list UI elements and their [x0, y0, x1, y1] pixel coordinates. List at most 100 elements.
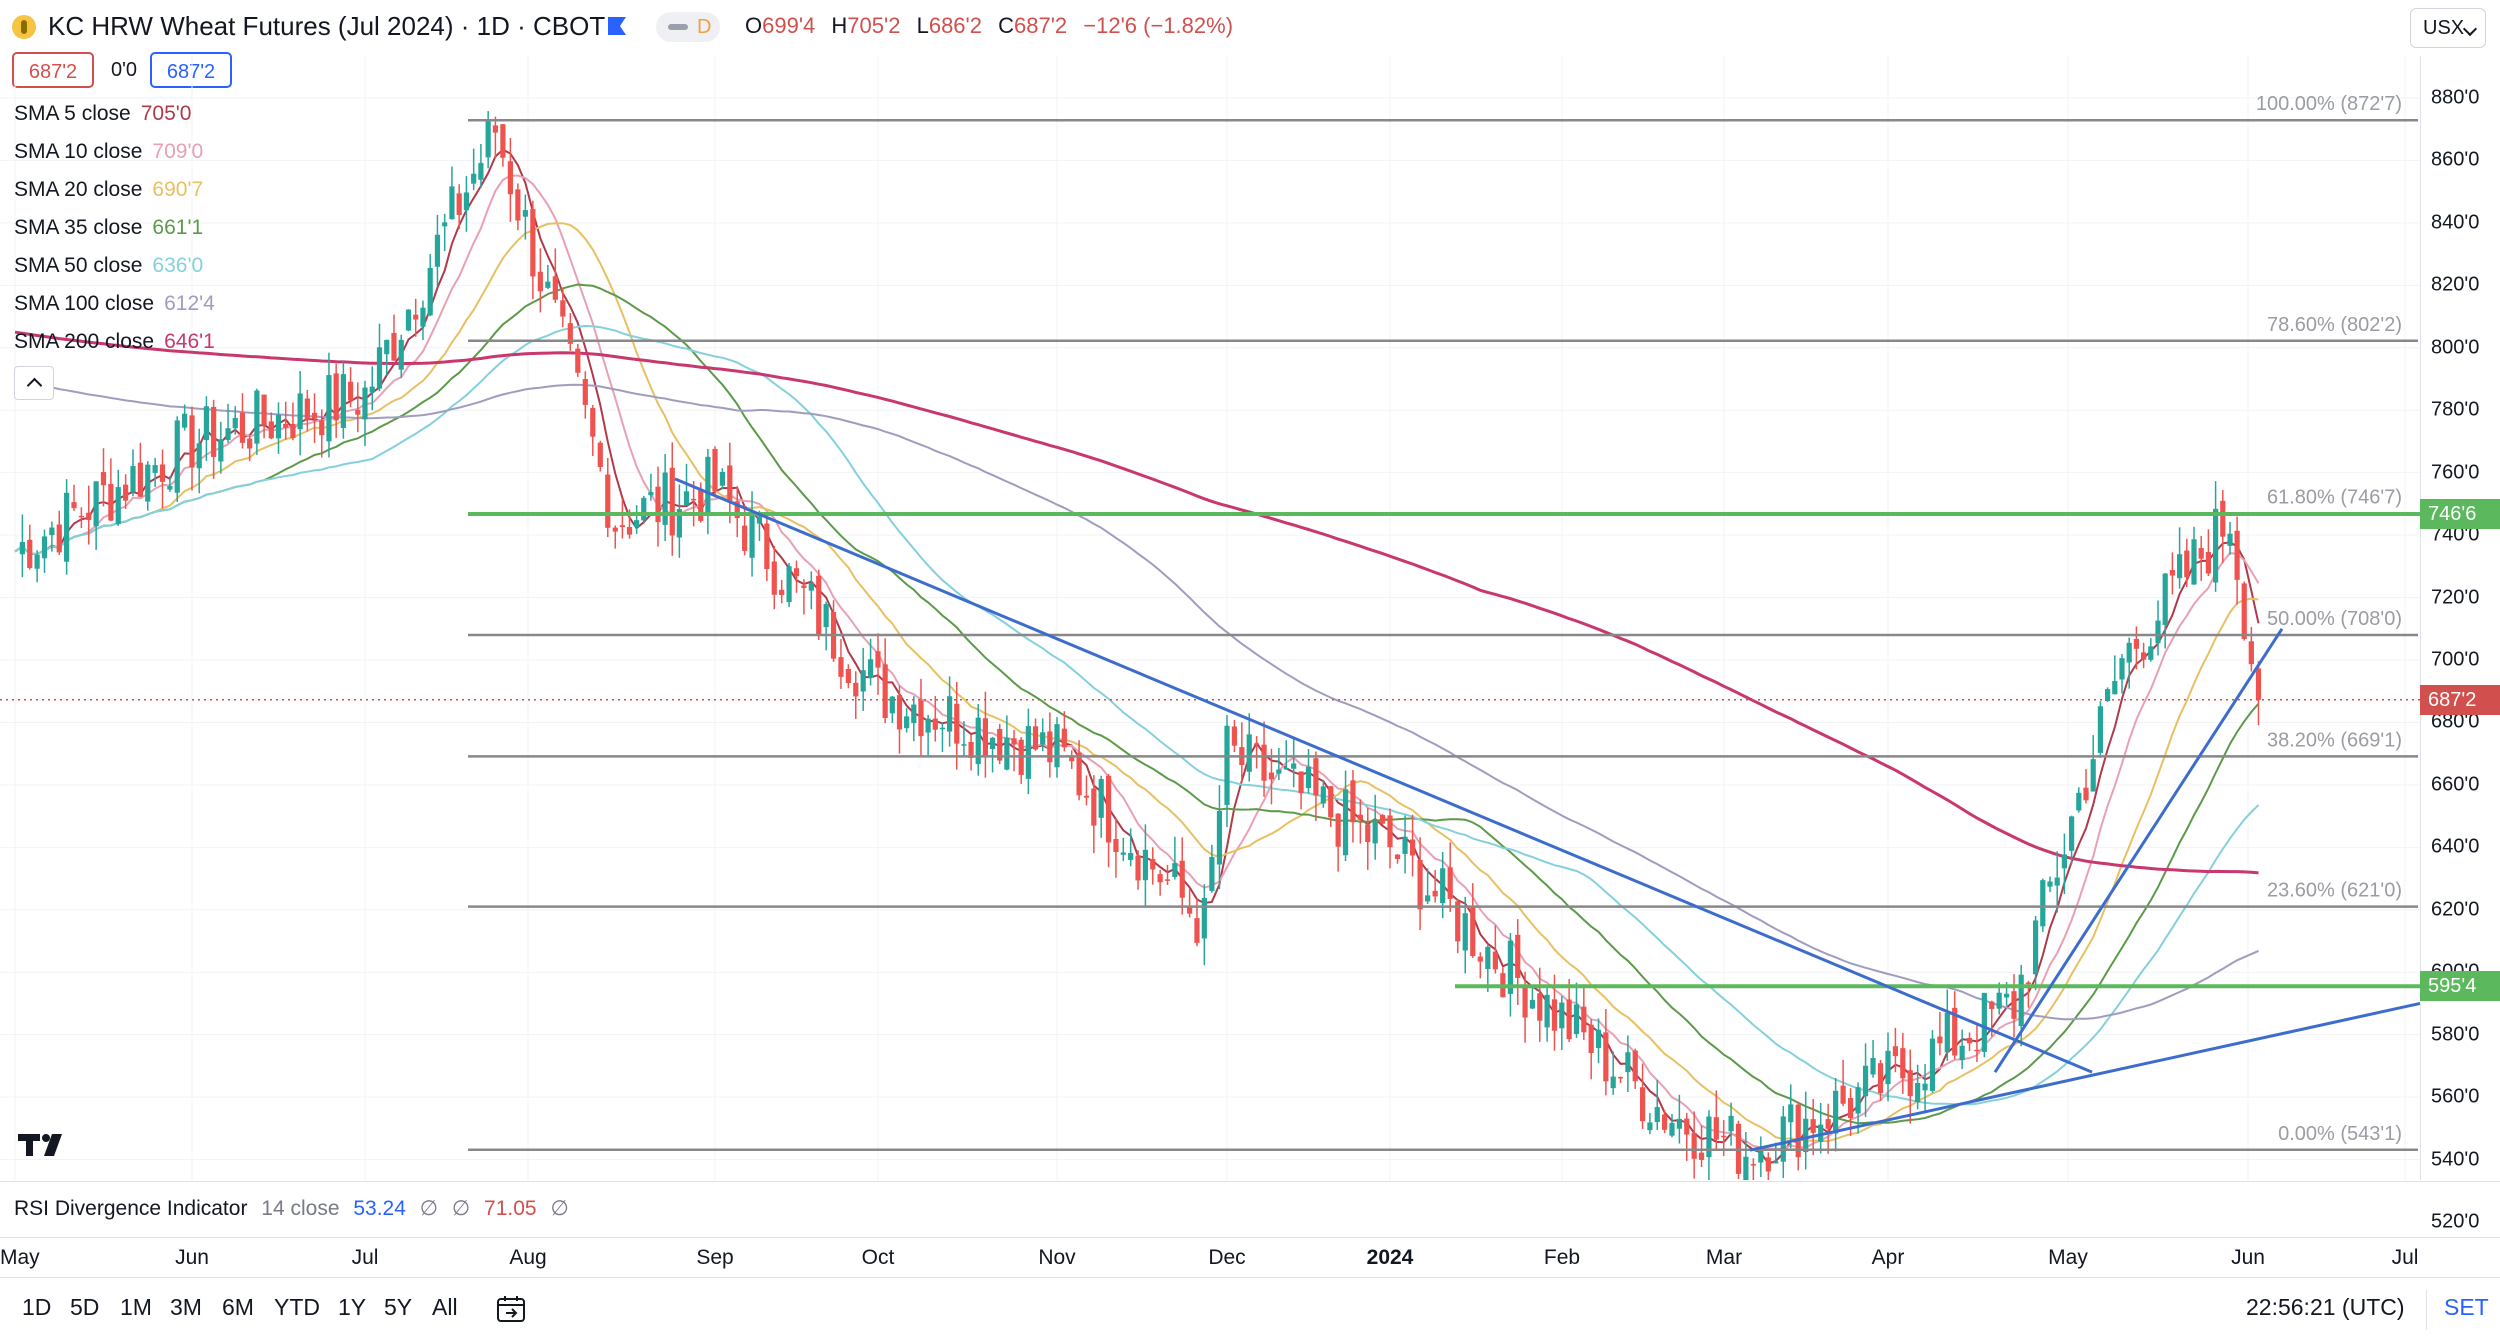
- candle-body: [145, 464, 151, 502]
- candle-body: [1216, 810, 1223, 865]
- candle-body: [93, 481, 99, 527]
- range-button-5d[interactable]: 5D: [70, 1294, 100, 1320]
- flag-icon[interactable]: [606, 16, 628, 36]
- candle-body: [808, 582, 814, 591]
- candle-body: [1276, 769, 1282, 774]
- rsi-legend: RSI Divergence Indicator 14 close 53.24 …: [14, 1196, 569, 1221]
- price-chart[interactable]: 100.00% (872'7) 78.60% (802'2) 61.80% (746…: [0, 56, 2420, 1180]
- candle-body: [705, 456, 711, 516]
- candle-body: [648, 492, 654, 496]
- sma-legend-row[interactable]: SMA 100 close 612'4: [14, 292, 215, 330]
- fib-level-label: 61.80% (746'7): [2267, 487, 2402, 509]
- price-tick: 780'0: [2431, 398, 2480, 421]
- sma-5-line: [14, 148, 2260, 1165]
- candle-body: [290, 423, 296, 438]
- utc-clock[interactable]: 22:56:21 (UTC): [2246, 1294, 2405, 1320]
- rsi-pane[interactable]: RSI Divergence Indicator 14 close 53.24 …: [0, 1181, 2500, 1238]
- sma-100-line: [14, 378, 2259, 1021]
- sma-10-line: [14, 174, 2260, 1150]
- horizontal-levels[interactable]: [0, 512, 2420, 989]
- range-button-5y[interactable]: 5Y: [384, 1294, 413, 1320]
- candle-body: [1892, 1046, 1899, 1057]
- candle-body: [485, 120, 491, 158]
- candle-body: [1409, 839, 1416, 856]
- collapse-legend-button[interactable]: [14, 366, 54, 400]
- price-tick: 720'0: [2431, 586, 2480, 609]
- range-button-1d[interactable]: 1D: [22, 1294, 52, 1320]
- high-label: H: [831, 13, 848, 38]
- candle-body: [64, 492, 70, 562]
- sma-legend-row[interactable]: SMA 10 close 709'0: [14, 140, 215, 178]
- candle-body: [1004, 737, 1010, 770]
- time-tick: Jul: [2391, 1246, 2419, 1269]
- candle-body: [2069, 816, 2075, 851]
- candle-body: [232, 417, 238, 429]
- sma-legend-row[interactable]: SMA 50 close 636'0: [14, 254, 215, 292]
- range-button-6m[interactable]: 6M: [222, 1294, 254, 1320]
- sma-lines: [14, 148, 2260, 1165]
- candle-body: [1713, 1117, 1719, 1140]
- range-button-1y[interactable]: 1Y: [338, 1294, 367, 1320]
- candle-body: [989, 737, 996, 750]
- candle-body: [567, 323, 573, 344]
- fibonacci-retracement[interactable]: 100.00% (872'7) 78.60% (802'2) 61.80% (746…: [468, 93, 2418, 1152]
- sma-value: 661'1: [152, 216, 204, 239]
- sma-legend-row[interactable]: SMA 35 close 661'1: [14, 216, 215, 254]
- candle-body: [2018, 974, 2024, 1027]
- candle-body: [492, 125, 498, 133]
- candle-body: [1900, 1048, 1906, 1079]
- sma-legend-row[interactable]: SMA 20 close 690'7: [14, 178, 215, 216]
- candle-body: [2255, 668, 2262, 700]
- candle-body: [1743, 1156, 1749, 1180]
- go-to-date-icon[interactable]: [496, 1294, 528, 1324]
- open-value: 699'4: [762, 13, 816, 38]
- market-status-pill[interactable]: D: [656, 12, 720, 42]
- price-tick: 860'0: [2431, 148, 2480, 171]
- uptrend-steep-line: [1993, 627, 2284, 1073]
- sma-legend-row[interactable]: SMA 5 close 705'0: [14, 102, 215, 140]
- candle-body: [1328, 786, 1334, 818]
- candle-body: [2198, 548, 2204, 559]
- symbol-title[interactable]: KC HRW Wheat Futures (Jul 2024) · 1D · C…: [48, 11, 606, 41]
- candle-body: [1135, 855, 1141, 881]
- candle-body: [597, 442, 603, 467]
- candle-body: [2169, 570, 2175, 576]
- candle-body: [1529, 999, 1536, 1009]
- time-tick: Jun: [175, 1246, 209, 1269]
- price-tick: 840'0: [2431, 211, 2480, 234]
- candle-body: [1632, 1050, 1638, 1082]
- trendlines[interactable]: [674, 477, 2420, 1152]
- buy-price-box[interactable]: 687'2: [150, 52, 232, 88]
- price-axis[interactable]: 880'0 860'0 840'0 820'0 800'0 780'0 760'0 740'0…: [2420, 56, 2500, 1233]
- range-button-3m[interactable]: 3M: [170, 1294, 202, 1320]
- candle-body: [2205, 551, 2211, 574]
- fib-level-label: 50.00% (708'0): [2267, 608, 2402, 630]
- time-axis[interactable]: May Jun Jul Aug Sep Oct Nov Dec 2024 Feb Mar Apr May…: [0, 1237, 2500, 1278]
- candle-body: [1209, 857, 1215, 891]
- settlement-toggle-button[interactable]: SET: [2444, 1294, 2489, 1320]
- currency-select[interactable]: USX: [2410, 8, 2486, 48]
- sma-legend-row[interactable]: SMA 200 close 646'1: [14, 330, 215, 368]
- candle-body: [1462, 913, 1468, 951]
- range-button-ytd[interactable]: YTD: [274, 1294, 320, 1320]
- candle-body: [1040, 732, 1046, 745]
- candle-body: [1885, 1050, 1891, 1085]
- candle-body: [1011, 738, 1017, 745]
- range-button-all[interactable]: All: [432, 1294, 458, 1320]
- tradingview-logo-icon[interactable]: [18, 1132, 70, 1158]
- candle-body: [1447, 867, 1453, 899]
- candle-body: [49, 527, 55, 536]
- candle-body: [2133, 638, 2139, 649]
- sma-name: SMA 35 close: [14, 216, 143, 239]
- candle-body: [1098, 779, 1104, 818]
- sell-price-box[interactable]: 687'2: [12, 52, 94, 88]
- candle-body: [1417, 859, 1423, 910]
- candle-body: [1907, 1070, 1913, 1097]
- range-button-1m[interactable]: 1M: [120, 1294, 152, 1320]
- sma-200-line: [14, 330, 2259, 875]
- downtrend-line: [674, 477, 2093, 1074]
- candle-body: [1825, 1119, 1831, 1129]
- rsi-name: RSI Divergence Indicator: [14, 1197, 248, 1220]
- candle-body: [2119, 658, 2125, 680]
- candle-body: [1937, 1036, 1943, 1044]
